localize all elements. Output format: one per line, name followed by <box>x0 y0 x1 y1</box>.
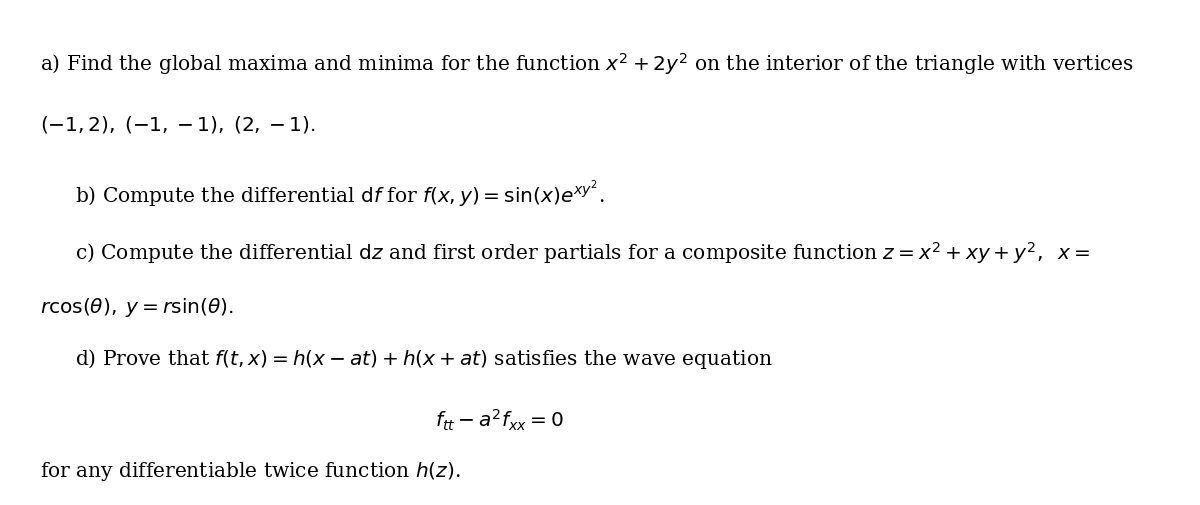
Text: $(-1, 2),\;(-1,-1),\;(2,-1).$: $(-1, 2),\;(-1,-1),\;(2,-1).$ <box>40 114 316 135</box>
Text: $r\cos(\theta),\;y = r\sin(\theta).$: $r\cos(\theta),\;y = r\sin(\theta).$ <box>40 295 234 318</box>
Text: c) Compute the differential $\mathrm{d}z$ and first order partials for a composi: c) Compute the differential $\mathrm{d}z… <box>74 240 1090 266</box>
Text: for any differentiable twice function $h(z)$.: for any differentiable twice function $h… <box>40 460 461 482</box>
Text: d) Prove that $f(t,x) = h(x-at)+h(x+at)$ satisfies the wave equation: d) Prove that $f(t,x) = h(x-at)+h(x+at)$… <box>74 346 773 370</box>
Text: b) Compute the differential $\mathrm{d}f$ for $f(x,y) = \sin(x)e^{xy^2}$.: b) Compute the differential $\mathrm{d}f… <box>74 179 605 210</box>
Text: a) Find the global maxima and minima for the function $x^2+2y^2$ on the interior: a) Find the global maxima and minima for… <box>40 50 1134 76</box>
Text: $f_{tt} - a^2 f_{xx} = 0$: $f_{tt} - a^2 f_{xx} = 0$ <box>436 407 564 432</box>
